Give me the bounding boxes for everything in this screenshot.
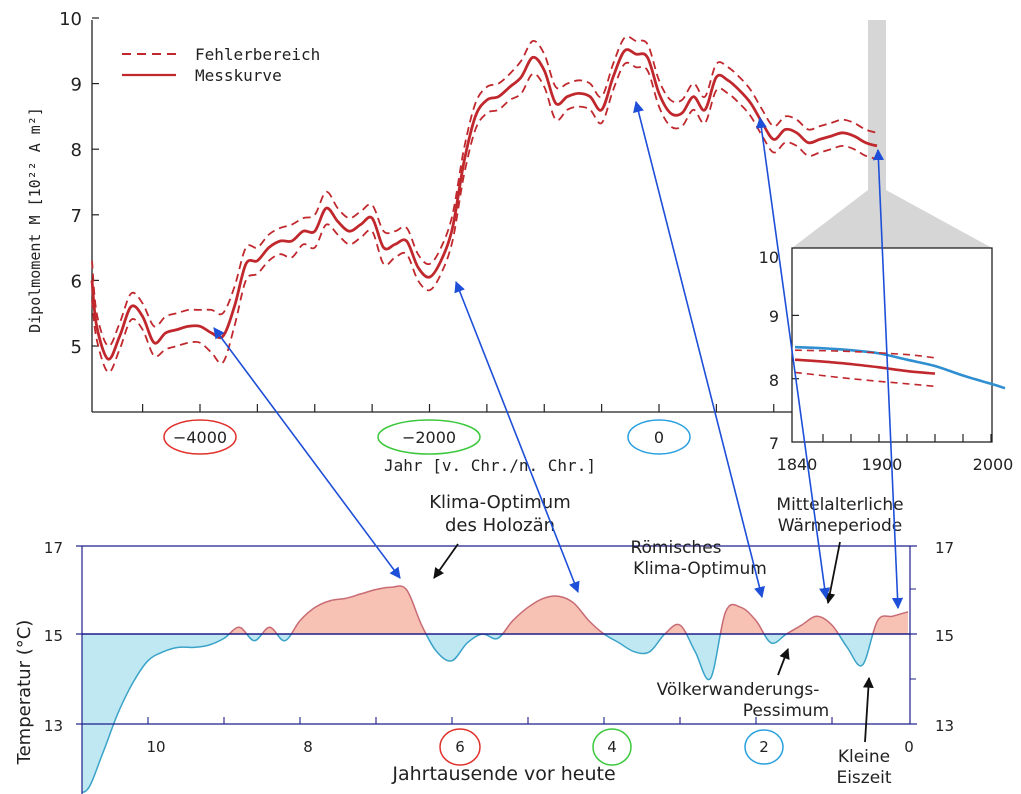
cold-outline-group [82, 634, 874, 794]
connector-arrow-mittelalter [755, 116, 831, 600]
annotation-holozaen-line1: Klima-Optimum [429, 492, 571, 513]
top-y-tick-label: 6 [71, 271, 82, 292]
circle-6 [439, 728, 481, 766]
annotation-mittelalter-line1: Mittelalterliche [776, 495, 903, 515]
top-x-label: Jahr [v. Chr./n. Chr.] [384, 456, 596, 475]
bottom-x-tick-label: 6 [455, 738, 465, 756]
top-x-tick-label: −4000 [173, 428, 227, 447]
bottom-x-tick-label: 2 [759, 738, 769, 756]
top-x-tick-label: −2000 [402, 428, 456, 447]
top-y-tick-label: 9 [71, 75, 82, 96]
inset-y-tick-label: 10 [759, 248, 779, 267]
bottom-y-tick-label-right: 15 [935, 627, 954, 645]
inset-chart: 10 9 8 7 1840 1900 2000 [759, 247, 1014, 474]
annotation-holozaen-arrow [433, 543, 459, 579]
annotation-mittelalter-line2: Wärmeperiode [778, 516, 902, 536]
cold-area [82, 634, 908, 793]
connector-arrow-4000 [213, 327, 401, 579]
connector-arrow-2000 [454, 280, 580, 594]
top-x-tick-label: 0 [654, 428, 664, 447]
temperature-chart: 17 15 13 17 15 13 Temperatur (°C) 10 8 6… [14, 492, 954, 794]
bottom-x-tick-label: 8 [303, 738, 313, 756]
bottom-y-tick-label-right: 17 [935, 539, 954, 557]
circle-2 [744, 729, 784, 765]
top-x-minor-ticks [142, 404, 832, 412]
inset-x-tick-label: 1900 [862, 455, 903, 474]
legend-dashed-label: Fehlerbereich [195, 45, 320, 64]
error-band-lower [91, 61, 878, 374]
inset-x-tick-label: 1840 [777, 455, 818, 474]
annotation-voelker-arrow [777, 647, 790, 676]
zoom-connector [792, 190, 992, 248]
annotation-holozaen-line2: des Holozän [445, 515, 555, 536]
annotation-voelker-line1: Völkerwanderungs- [657, 680, 820, 700]
annotation-roemisch-line2: Klima-Optimum [633, 559, 767, 579]
cold-outline [82, 634, 874, 794]
bottom-ticks [76, 545, 917, 725]
measured-curve [90, 48, 878, 361]
bottom-y-tick-label: 17 [44, 539, 63, 557]
inset-frame [791, 247, 993, 443]
annotation-voelker-line2: Pessimum [743, 701, 829, 721]
top-y-tick-label: 7 [71, 206, 82, 227]
bottom-y-tick-label-right: 13 [935, 717, 954, 735]
inset-x-tick-label: 2000 [973, 455, 1014, 474]
annotation-eiszeit-line1: Kleine [838, 747, 890, 767]
bottom-y-tick-label: 13 [44, 717, 63, 735]
annotation-eiszeit-line2: Eiszeit [836, 768, 891, 788]
bottom-x-tick-label: 4 [607, 738, 617, 756]
top-y-tick-label: 10 [59, 9, 82, 30]
top-y-tick-label: 8 [71, 140, 82, 161]
inset-y-tick-label: 9 [769, 307, 779, 326]
top-curves [90, 35, 878, 374]
bottom-y-label: Temperatur (°C) [14, 620, 35, 766]
bottom-y-tick-label: 15 [44, 627, 63, 645]
connector-arrow-modern [872, 148, 904, 610]
bottom-x-tick-label: 0 [904, 738, 914, 756]
legend-solid-label: Messkurve [195, 66, 282, 85]
top-y-label: Dipolmoment M [10²² A m²] [26, 107, 44, 333]
connector-arrows [213, 100, 904, 610]
annotation-roemisch-line1: Römisches [630, 538, 721, 558]
bottom-x-tick-label: 10 [146, 738, 165, 756]
top-y-tick-label: 5 [71, 337, 82, 358]
legend: Fehlerbereich Messkurve [122, 45, 320, 85]
inset-blue-curve [794, 345, 1006, 390]
annotation-eiszeit-arrow [863, 676, 874, 743]
inset-y-tick-label: 7 [769, 434, 779, 453]
top-y-ticks: 5 6 7 8 9 10 [59, 9, 99, 358]
annotation-mittelalter-arrow [824, 541, 841, 605]
circle-4 [592, 728, 632, 766]
temperature-areas [82, 585, 909, 794]
connector-arrow-0 [633, 100, 765, 599]
bottom-x-label: Jahrtausende vor heute [391, 763, 615, 785]
warm-area [82, 586, 908, 634]
error-band-upper [91, 35, 878, 347]
inset-y-tick-label: 8 [769, 371, 779, 390]
